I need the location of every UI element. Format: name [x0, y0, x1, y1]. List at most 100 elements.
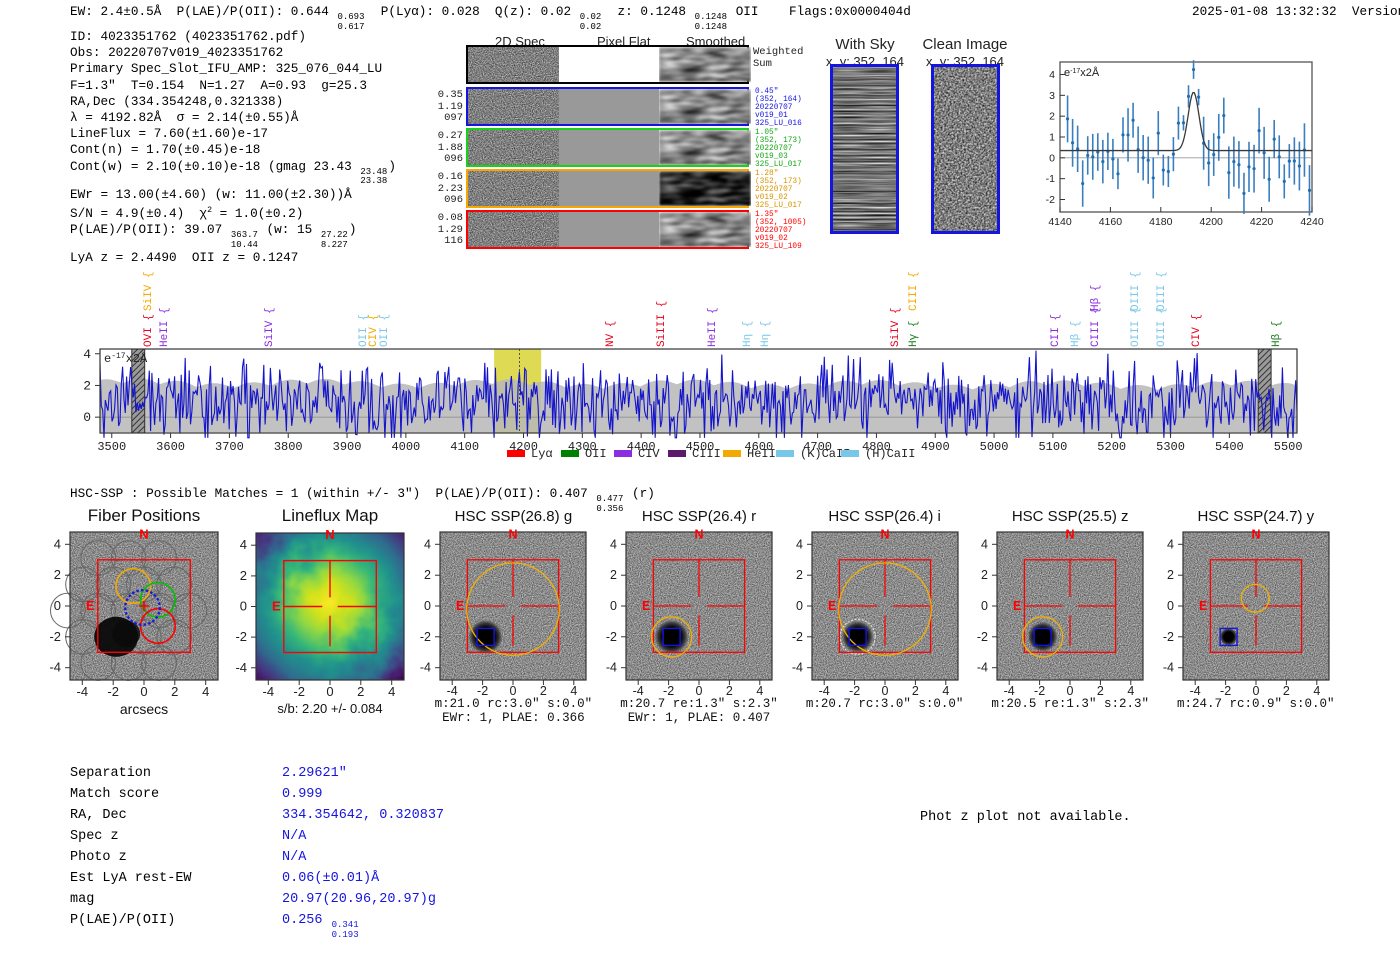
svg-text:3: 3 — [1049, 90, 1055, 102]
svg-text:2: 2 — [726, 684, 733, 698]
svg-text:2: 2 — [1283, 684, 1290, 698]
svg-text:4: 4 — [424, 537, 431, 551]
svg-text:2: 2 — [912, 684, 919, 698]
svg-text:4: 4 — [1167, 537, 1174, 551]
svg-text:-4: -4 — [818, 684, 829, 698]
svg-text:2: 2 — [610, 568, 617, 582]
svg-text:-2: -2 — [1046, 194, 1055, 206]
svg-text:0: 0 — [1049, 152, 1055, 164]
svg-text:5100: 5100 — [1038, 440, 1067, 454]
svg-text:5400: 5400 — [1215, 440, 1244, 454]
svg-text:-2: -2 — [663, 684, 674, 698]
svg-text:4: 4 — [1313, 684, 1320, 698]
svg-text:-2: -2 — [977, 630, 988, 644]
svg-text:-4: -4 — [77, 684, 89, 699]
svg-text:4240: 4240 — [1300, 216, 1324, 228]
svg-text:N: N — [139, 526, 148, 541]
svg-text:0: 0 — [83, 410, 91, 425]
svg-text:-2: -2 — [107, 684, 119, 699]
svg-text:4000: 4000 — [391, 440, 420, 454]
svg-text:5300: 5300 — [1156, 440, 1185, 454]
svg-text:2: 2 — [1097, 684, 1104, 698]
svg-text:4140: 4140 — [1048, 216, 1072, 228]
svg-text:3800: 3800 — [274, 440, 303, 454]
svg-text:3900: 3900 — [333, 440, 362, 454]
svg-text:0: 0 — [881, 684, 888, 698]
svg-text:-4: -4 — [420, 661, 431, 675]
svg-text:-2: -2 — [1034, 684, 1045, 698]
svg-text:2: 2 — [171, 684, 178, 699]
svg-text:2: 2 — [1167, 568, 1174, 582]
svg-text:E: E — [272, 599, 281, 614]
svg-text:2: 2 — [54, 567, 61, 582]
svg-text:4: 4 — [240, 537, 247, 552]
svg-text:2: 2 — [240, 568, 247, 583]
svg-text:-2: -2 — [1163, 630, 1174, 644]
svg-text:2: 2 — [83, 378, 91, 393]
svg-text:0: 0 — [424, 599, 431, 613]
svg-text:4: 4 — [202, 684, 209, 699]
svg-text:2: 2 — [540, 684, 547, 698]
svg-text:4100: 4100 — [450, 440, 479, 454]
svg-text:4: 4 — [571, 684, 578, 698]
svg-text:-4: -4 — [263, 684, 275, 699]
svg-text:5000: 5000 — [980, 440, 1009, 454]
svg-text:3700: 3700 — [215, 440, 244, 454]
svg-text:-2: -2 — [791, 630, 802, 644]
svg-text:-2: -2 — [849, 684, 860, 698]
svg-text:E: E — [456, 599, 464, 613]
svg-text:-4: -4 — [606, 661, 617, 675]
svg-text:0: 0 — [1067, 684, 1074, 698]
svg-text:2: 2 — [796, 568, 803, 582]
svg-text:4200: 4200 — [1200, 216, 1224, 228]
svg-text:-4: -4 — [49, 660, 61, 675]
svg-text:e-17x2Å: e-17x2Å — [104, 351, 148, 366]
svg-text:5200: 5200 — [1097, 440, 1126, 454]
svg-text:4180: 4180 — [1149, 216, 1173, 228]
svg-text:4900: 4900 — [921, 440, 950, 454]
svg-text:2: 2 — [357, 684, 364, 699]
svg-text:4: 4 — [1128, 684, 1135, 698]
svg-text:N: N — [1251, 527, 1260, 541]
svg-text:4: 4 — [942, 684, 949, 698]
svg-text:-1: -1 — [1046, 173, 1055, 185]
svg-text:N: N — [1066, 527, 1075, 541]
svg-text:0: 0 — [54, 598, 61, 613]
svg-text:N: N — [694, 527, 703, 541]
svg-text:E: E — [642, 599, 650, 613]
svg-text:-4: -4 — [1004, 684, 1015, 698]
svg-text:4: 4 — [83, 347, 91, 362]
svg-text:0: 0 — [1167, 599, 1174, 613]
svg-text:e-17x2Å: e-17x2Å — [1064, 66, 1100, 79]
svg-text:-4: -4 — [633, 684, 644, 698]
svg-text:0: 0 — [140, 684, 147, 699]
svg-text:0: 0 — [696, 684, 703, 698]
svg-text:2: 2 — [1049, 111, 1055, 123]
svg-text:4: 4 — [1049, 69, 1055, 81]
svg-text:-2: -2 — [1220, 684, 1231, 698]
svg-text:E: E — [1199, 599, 1207, 613]
svg-text:4: 4 — [610, 537, 617, 551]
svg-text:4160: 4160 — [1099, 216, 1123, 228]
svg-text:N: N — [325, 527, 334, 542]
svg-text:E: E — [86, 598, 95, 613]
svg-text:-2: -2 — [49, 629, 61, 644]
svg-text:1: 1 — [1049, 132, 1055, 144]
svg-text:0: 0 — [240, 599, 247, 614]
svg-text:3600: 3600 — [156, 440, 185, 454]
svg-text:-4: -4 — [1189, 684, 1200, 698]
svg-text:0: 0 — [796, 599, 803, 613]
svg-text:4220: 4220 — [1250, 216, 1274, 228]
svg-text:4: 4 — [54, 536, 61, 551]
svg-text:2: 2 — [424, 568, 431, 582]
svg-text:4: 4 — [981, 537, 988, 551]
svg-text:0: 0 — [1252, 684, 1259, 698]
svg-text:5500: 5500 — [1274, 440, 1303, 454]
svg-text:-2: -2 — [477, 684, 488, 698]
svg-text:0: 0 — [610, 599, 617, 613]
svg-text:-2: -2 — [606, 630, 617, 644]
svg-text:-2: -2 — [420, 630, 431, 644]
svg-text:E: E — [828, 599, 836, 613]
svg-text:-4: -4 — [791, 661, 802, 675]
svg-text:-2: -2 — [235, 629, 247, 644]
